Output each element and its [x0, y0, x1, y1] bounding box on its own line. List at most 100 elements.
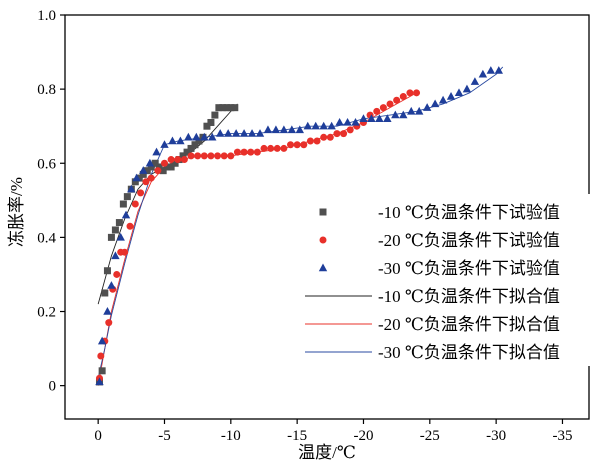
data-point	[184, 132, 193, 141]
data-point	[183, 148, 191, 156]
data-point	[176, 136, 185, 145]
data-point	[187, 144, 195, 152]
data-point	[139, 170, 147, 178]
data-point	[438, 95, 448, 104]
data-point	[373, 107, 381, 115]
data-point	[168, 136, 177, 145]
data-point	[115, 219, 123, 227]
x-axis-title: 温度/℃	[298, 443, 356, 462]
data-point	[406, 89, 414, 97]
data-point	[167, 156, 175, 164]
data-point	[327, 121, 336, 130]
data-point	[123, 193, 131, 201]
x-tick-label: -30	[486, 428, 506, 444]
data-point	[159, 167, 167, 175]
data-point	[287, 141, 295, 149]
data-point	[207, 152, 215, 160]
data-point	[240, 148, 248, 156]
data-point	[203, 122, 211, 130]
data-point	[375, 114, 384, 122]
data-point	[220, 152, 228, 160]
y-tick-label: 0.4	[37, 230, 56, 246]
x-tick-label: -35	[552, 428, 572, 444]
data-point	[160, 140, 169, 148]
legend-label: -10 ℃负温条件下试验值	[378, 203, 560, 222]
legend-item: -20 ℃负温条件下拟合值	[305, 315, 560, 334]
data-point	[155, 163, 163, 171]
data-point	[279, 125, 289, 134]
data-point	[97, 352, 105, 360]
data-point	[135, 174, 143, 182]
x-tick-label: -5	[158, 428, 171, 444]
data-point	[195, 137, 203, 145]
data-point	[391, 110, 400, 119]
legend-label: -20 ℃负温条件下试验值	[378, 231, 560, 250]
data-point	[132, 173, 141, 182]
data-point	[280, 144, 288, 152]
data-point	[171, 159, 179, 167]
data-point	[227, 152, 235, 160]
data-point	[494, 66, 503, 74]
data-point	[194, 152, 202, 160]
x-tick-label: -10	[221, 428, 241, 444]
data-point	[174, 156, 182, 164]
data-point	[103, 267, 111, 275]
data-point	[107, 233, 115, 241]
data-point	[121, 248, 129, 256]
data-point	[239, 129, 249, 137]
data-point	[223, 104, 231, 112]
data-point	[127, 184, 136, 193]
data-point	[147, 174, 155, 182]
y-axis-title: 冻胀率/%	[7, 177, 26, 247]
data-point	[267, 144, 275, 152]
data-point	[95, 377, 104, 386]
data-point	[383, 114, 392, 122]
data-point	[97, 336, 107, 345]
data-point	[273, 144, 281, 152]
data-point	[462, 84, 472, 93]
data-point	[101, 289, 109, 297]
data-point	[359, 114, 368, 122]
data-point	[247, 148, 255, 156]
legend-item: -30 ℃负温条件下拟合值	[305, 343, 560, 362]
data-point	[430, 99, 440, 108]
data-point	[454, 88, 464, 97]
data-point	[287, 125, 297, 134]
data-point	[414, 106, 424, 115]
x-tick-label: -15	[287, 428, 307, 444]
data-point	[208, 132, 217, 141]
data-point	[271, 125, 281, 134]
data-point	[407, 106, 416, 115]
data-point	[303, 121, 312, 130]
data-point	[320, 133, 328, 141]
data-point	[111, 251, 120, 260]
y-tick-label: 0	[49, 379, 57, 395]
legend-label: -30 ℃负温条件下拟合值	[378, 343, 560, 362]
data-point	[179, 152, 187, 160]
legend-item: -10 ℃负温条件下试验值	[319, 203, 560, 222]
data-point	[319, 121, 328, 130]
data-point	[379, 104, 387, 112]
data-point	[351, 117, 360, 126]
data-point	[216, 129, 225, 137]
legend-label: -20 ℃负温条件下拟合值	[378, 315, 560, 334]
y-axis-ticks: 0 0.2 0.4 0.6 0.8 1.0	[37, 8, 65, 395]
y-tick-label: 0.6	[37, 156, 56, 172]
data-point	[343, 117, 352, 126]
data-point	[470, 77, 480, 85]
data-point	[219, 104, 227, 112]
data-point	[142, 178, 150, 186]
data-point	[119, 200, 127, 208]
data-point	[326, 133, 334, 141]
series-layer	[95, 66, 504, 386]
legend-label: -30 ℃负温条件下试验值	[378, 259, 560, 278]
data-point	[260, 144, 268, 152]
legend-item: -30 ℃负温条件下试验值	[318, 259, 560, 278]
x-tick-label: -25	[420, 428, 440, 444]
x-tick-label: 0	[94, 428, 102, 444]
data-point	[295, 125, 305, 134]
x-axis-ticks: 0 -5 -10 -15 -20 -25 -30 -35	[94, 419, 572, 444]
data-point	[200, 152, 208, 160]
data-point	[126, 222, 134, 230]
legend: -10 ℃负温条件下试验值 -20 ℃负温条件下试验值 -30 ℃负温条件下试验值 -…	[298, 194, 590, 366]
